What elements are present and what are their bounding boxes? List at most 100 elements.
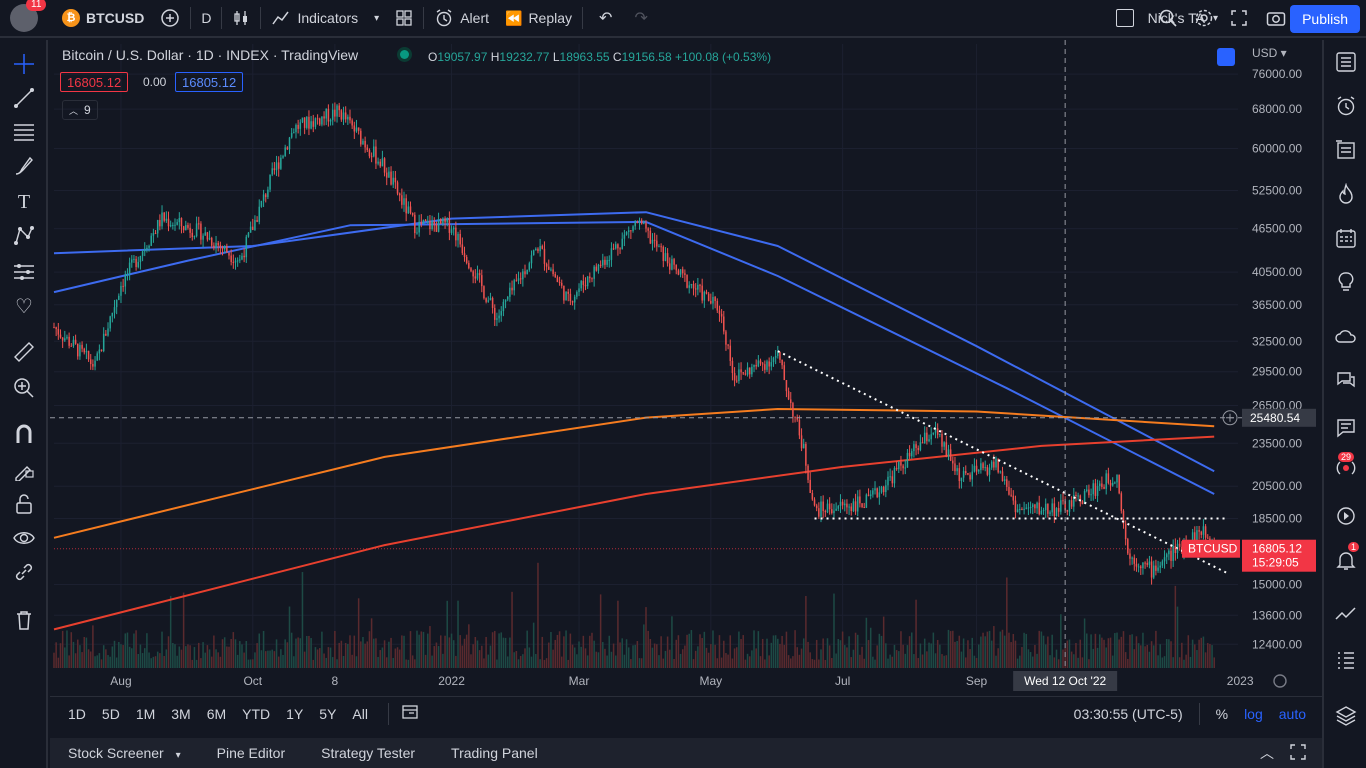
volume-bar (444, 635, 446, 668)
tab-strategy-tester[interactable]: Strategy Tester (321, 745, 416, 761)
axis-settings-gear-icon[interactable] (1273, 674, 1287, 688)
range-ytd[interactable]: YTD (242, 705, 271, 722)
lock-drawing-tool[interactable] (12, 458, 36, 482)
favorites-tool[interactable]: ♡ (12, 294, 36, 318)
compare-symbol-button[interactable] (152, 0, 188, 37)
volume-bar (234, 639, 237, 668)
indicators-button[interactable]: Indicators ▾ (263, 0, 387, 37)
time-axis[interactable]: Aug Oct 8 2022 Mar May Jul Sep 2023 Wed 12 Oct '2… (50, 668, 1287, 692)
hide-drawings-tool[interactable] (12, 526, 36, 550)
trading-button[interactable] (1334, 602, 1358, 626)
magnet-tool[interactable] (12, 422, 36, 446)
sell-button[interactable]: 16805.12 (60, 72, 129, 92)
hotlists-button[interactable] (1334, 182, 1358, 206)
alerts-panel-button[interactable] (1334, 94, 1358, 118)
percent-scale-toggle[interactable]: % (1215, 705, 1229, 722)
maximize-panel-button[interactable] (1286, 743, 1322, 763)
symbol-search[interactable]: ₿ BTCUSD (54, 0, 152, 37)
link-icon (15, 563, 33, 581)
publish-button[interactable]: Publish (1290, 5, 1360, 33)
candle-body (442, 218, 444, 224)
interval-button[interactable]: D (201, 10, 212, 26)
chart-pane[interactable]: USD ▾ 76000.00 68000.00 60000.00 52500.00 465… (50, 40, 1322, 692)
user-drawings[interactable] (777, 350, 1230, 576)
calendar-button[interactable] (1334, 226, 1358, 250)
chart-type-button[interactable] (224, 0, 258, 37)
price-chart[interactable]: USD ▾ 76000.00 68000.00 60000.00 52500.00 465… (50, 40, 1322, 692)
tab-pine-editor[interactable]: Pine Editor (216, 745, 286, 761)
market-status-dot[interactable] (400, 50, 409, 59)
signals-button[interactable] (1334, 504, 1358, 528)
log-scale-toggle[interactable]: log (1244, 705, 1263, 722)
dom-button[interactable] (1334, 648, 1358, 672)
fib-tool[interactable] (12, 120, 36, 144)
volume-bar (1124, 652, 1127, 668)
candle-body (604, 259, 606, 265)
search-button[interactable] (1150, 0, 1186, 37)
crosshair-date-text: Wed 12 Oct '22 (1024, 674, 1106, 688)
range-6m[interactable]: 6M (206, 705, 227, 722)
notes-button[interactable] (1334, 416, 1358, 440)
range-5y[interactable]: 5Y (319, 705, 337, 722)
chats-button[interactable] (1334, 368, 1358, 392)
candle-body (111, 312, 114, 317)
remove-drawings-tool[interactable] (12, 608, 36, 632)
indicator-count: 9 (84, 103, 91, 117)
buy-button[interactable]: 16805.12 (175, 72, 244, 92)
candle-body (1053, 503, 1056, 517)
volume-bar (381, 647, 384, 668)
brush-tool[interactable] (12, 154, 36, 178)
tab-stock-screener[interactable]: Stock Screener ▾ (68, 745, 181, 761)
candle-body (701, 285, 703, 301)
crosshair-tool[interactable] (12, 52, 36, 76)
undo-button[interactable]: ↶ (585, 0, 626, 37)
price-axis[interactable]: USD ▾ 76000.00 68000.00 60000.00 52500.00 465… (1182, 40, 1322, 692)
streams-button[interactable] (1334, 324, 1358, 348)
tab-trading-panel[interactable]: Trading Panel (451, 745, 538, 761)
zoom-tool[interactable] (12, 376, 36, 400)
range-1d[interactable]: 1D (68, 705, 86, 722)
volume-bar (1200, 637, 1203, 668)
sync-drawings-tool[interactable] (12, 560, 36, 584)
candle-body (409, 206, 412, 213)
layout-select[interactable]: Nick's TA ▾ (1108, 0, 1226, 37)
ideas-button[interactable] (1334, 270, 1358, 294)
candle-body (867, 494, 870, 496)
alert-button[interactable]: Alert (426, 0, 497, 37)
auto-scale-toggle[interactable] (1217, 48, 1235, 66)
watchlist-button[interactable] (1334, 50, 1358, 74)
range-all[interactable]: All (352, 705, 368, 722)
indicators-collapse-toggle[interactable]: ︿ 9 (62, 100, 98, 120)
candle-body (850, 506, 853, 512)
volume-bar (290, 632, 293, 668)
settings-button[interactable] (1186, 0, 1222, 37)
redo-button[interactable]: ↷ (626, 0, 655, 37)
range-5d[interactable]: 5D (101, 705, 120, 722)
fullscreen-button[interactable] (1222, 0, 1256, 37)
templates-button[interactable] (387, 0, 421, 37)
lock-all-tool[interactable] (12, 492, 36, 516)
measure-tool[interactable] (12, 340, 36, 364)
candle-body (640, 220, 643, 224)
timezone-clock[interactable]: 03:30:55 (UTC-5) (1073, 705, 1183, 722)
candle-body (602, 259, 604, 266)
data-window-button[interactable] (1334, 138, 1358, 162)
prediction-tool[interactable] (12, 260, 36, 284)
volume-bar (252, 659, 254, 668)
snapshot-button[interactable] (1258, 0, 1294, 37)
notifications-button[interactable]: 1 (1334, 542, 1360, 572)
user-avatar[interactable]: 11 (10, 0, 47, 32)
range-3m[interactable]: 3M (171, 705, 191, 722)
auto-scale-button[interactable]: auto (1278, 705, 1306, 722)
object-tree-button[interactable] (1334, 704, 1358, 728)
text-tool[interactable]: T (12, 190, 36, 214)
range-1y[interactable]: 1Y (286, 705, 304, 722)
live-streams-button[interactable]: 29 (1334, 452, 1358, 480)
replay-button[interactable]: ⏪ Replay (497, 0, 580, 37)
pattern-tool[interactable] (12, 224, 36, 248)
volume-bar (277, 656, 280, 668)
trendline-tool[interactable] (12, 86, 36, 110)
range-1m[interactable]: 1M (135, 705, 156, 722)
collapse-panel-button[interactable]: ︿ (1248, 743, 1286, 763)
date-range-button[interactable] (401, 703, 419, 724)
